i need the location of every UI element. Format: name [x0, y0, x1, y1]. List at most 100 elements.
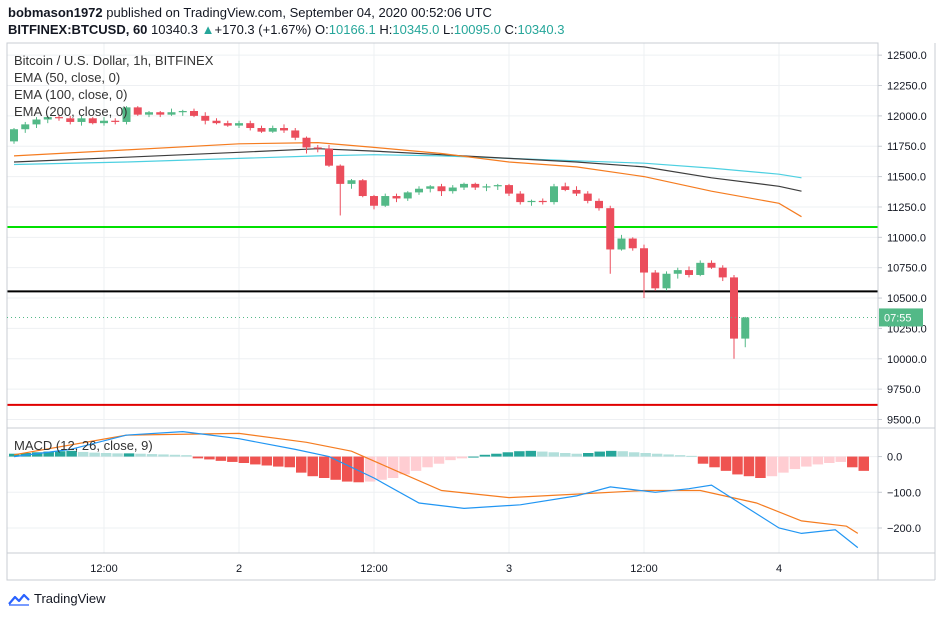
macd-histogram-bar [605, 450, 617, 457]
candle-body [685, 270, 693, 275]
candle-body [347, 180, 356, 184]
candle-body [10, 129, 18, 142]
macd-histogram-bar [445, 456, 456, 461]
macd-histogram-bar [100, 453, 112, 457]
candle-body [460, 183, 468, 188]
candle-body [302, 137, 311, 148]
price-tick-label: 9500.0 [887, 414, 921, 426]
macd-tick-label: −200.0 [887, 523, 921, 535]
candle-body [471, 183, 480, 188]
macd-histogram-bar [238, 456, 250, 463]
candle-body [178, 111, 187, 113]
grid-lines [7, 43, 878, 553]
macd-tick-label: 0.0 [887, 452, 902, 464]
current-price-badge [879, 308, 923, 327]
horizontal-levels[interactable] [7, 225, 878, 406]
close-value: 10340.3 [517, 22, 565, 37]
candle-body [392, 196, 401, 199]
candle-body [133, 107, 142, 115]
price-tick-label: 11750.0 [887, 141, 926, 153]
countdown-label: 07:55 [884, 312, 912, 324]
macd-histogram-bar [399, 456, 410, 475]
candle-body [145, 112, 153, 115]
candle-body [100, 120, 108, 124]
macd-tick-label: −100.0 [887, 487, 921, 499]
macd-histogram-bar [824, 456, 835, 463]
macd-histogram-bar [766, 456, 778, 477]
macd-legend: MACD (12, 26, close, 9) [14, 438, 153, 453]
macd-histogram-bar [502, 452, 514, 457]
candle-body [651, 272, 660, 289]
candle-body [426, 186, 435, 189]
candle-body [403, 192, 412, 199]
macd-histogram-bar [330, 456, 341, 480]
candle-body [561, 186, 570, 190]
plot-border [6, 42, 879, 581]
macd-histogram-bar [755, 456, 766, 478]
candle-body [707, 262, 716, 268]
price-change: +170.3 (+1.67%) [214, 22, 312, 37]
macd-histogram-bar [112, 453, 123, 457]
candle-body [21, 124, 30, 130]
macd-histogram-bar [376, 456, 387, 480]
macd-histogram-bar [273, 456, 284, 467]
time-tick-label: 2 [236, 563, 242, 575]
macd-histogram-bar [835, 456, 847, 462]
author-name: bobmason1972 [8, 5, 103, 20]
candle-body [190, 111, 198, 116]
macd-histogram-bar [720, 456, 732, 471]
macd-histogram-bar [812, 456, 824, 465]
macd-histogram-bar [514, 451, 525, 457]
candle-body [606, 208, 615, 250]
macd-pane [9, 430, 869, 549]
macd-histogram-bar [364, 456, 376, 482]
candle-body [482, 186, 491, 188]
macd-histogram-bar [479, 454, 491, 457]
candle-body [527, 200, 536, 203]
candle-body [358, 180, 367, 197]
macd-histogram-bar [525, 450, 537, 457]
macd-histogram-bar [54, 451, 66, 457]
time-tick-label: 4 [776, 563, 782, 575]
macd-histogram-bar [571, 453, 582, 457]
candle-body [156, 112, 165, 115]
close-label: C: [504, 22, 518, 37]
macd-histogram-bar [697, 456, 709, 464]
high-label: H: [379, 22, 393, 37]
price-tick-label: 10500.0 [887, 293, 927, 305]
candle-body [538, 200, 547, 203]
price-tick-label: 12000.0 [887, 111, 927, 123]
candle-body [32, 119, 41, 125]
macd-histogram-bar [410, 456, 422, 471]
macd-histogram-bar [146, 454, 158, 457]
macd-histogram-bar [158, 454, 169, 457]
price-tick-label: 9750.0 [887, 384, 921, 396]
macd-histogram-bar [215, 456, 227, 461]
macd-histogram-bar [192, 456, 204, 459]
price-tick-label: 10750.0 [887, 263, 927, 275]
macd-histogram-bar [181, 455, 192, 457]
candle-body [381, 196, 390, 206]
candle-body [505, 185, 513, 194]
macd-histogram-bar [456, 456, 468, 459]
candle-body [88, 118, 97, 124]
candle-body [235, 123, 243, 126]
macd-histogram-bar [847, 456, 858, 468]
tradingview-logo[interactable]: TradingView [8, 591, 106, 606]
chart-frame [6, 42, 936, 581]
high-value: 10345.0 [392, 22, 440, 37]
candle-body [268, 128, 277, 132]
candle-body [257, 128, 266, 132]
macd-histogram-bar [43, 451, 54, 457]
macd-histogram-bar [422, 456, 433, 468]
macd-histogram-bar [169, 454, 181, 457]
candle-body [313, 147, 322, 149]
macd-histogram-bar [778, 456, 789, 473]
tradingview-logo-icon [8, 593, 30, 606]
macd-histogram-bar [250, 456, 261, 465]
macd-histogram-bar [284, 456, 295, 468]
macd-histogram-bar [651, 453, 663, 457]
macd-histogram-bar [801, 456, 812, 467]
macd-histogram-bar [31, 452, 43, 457]
